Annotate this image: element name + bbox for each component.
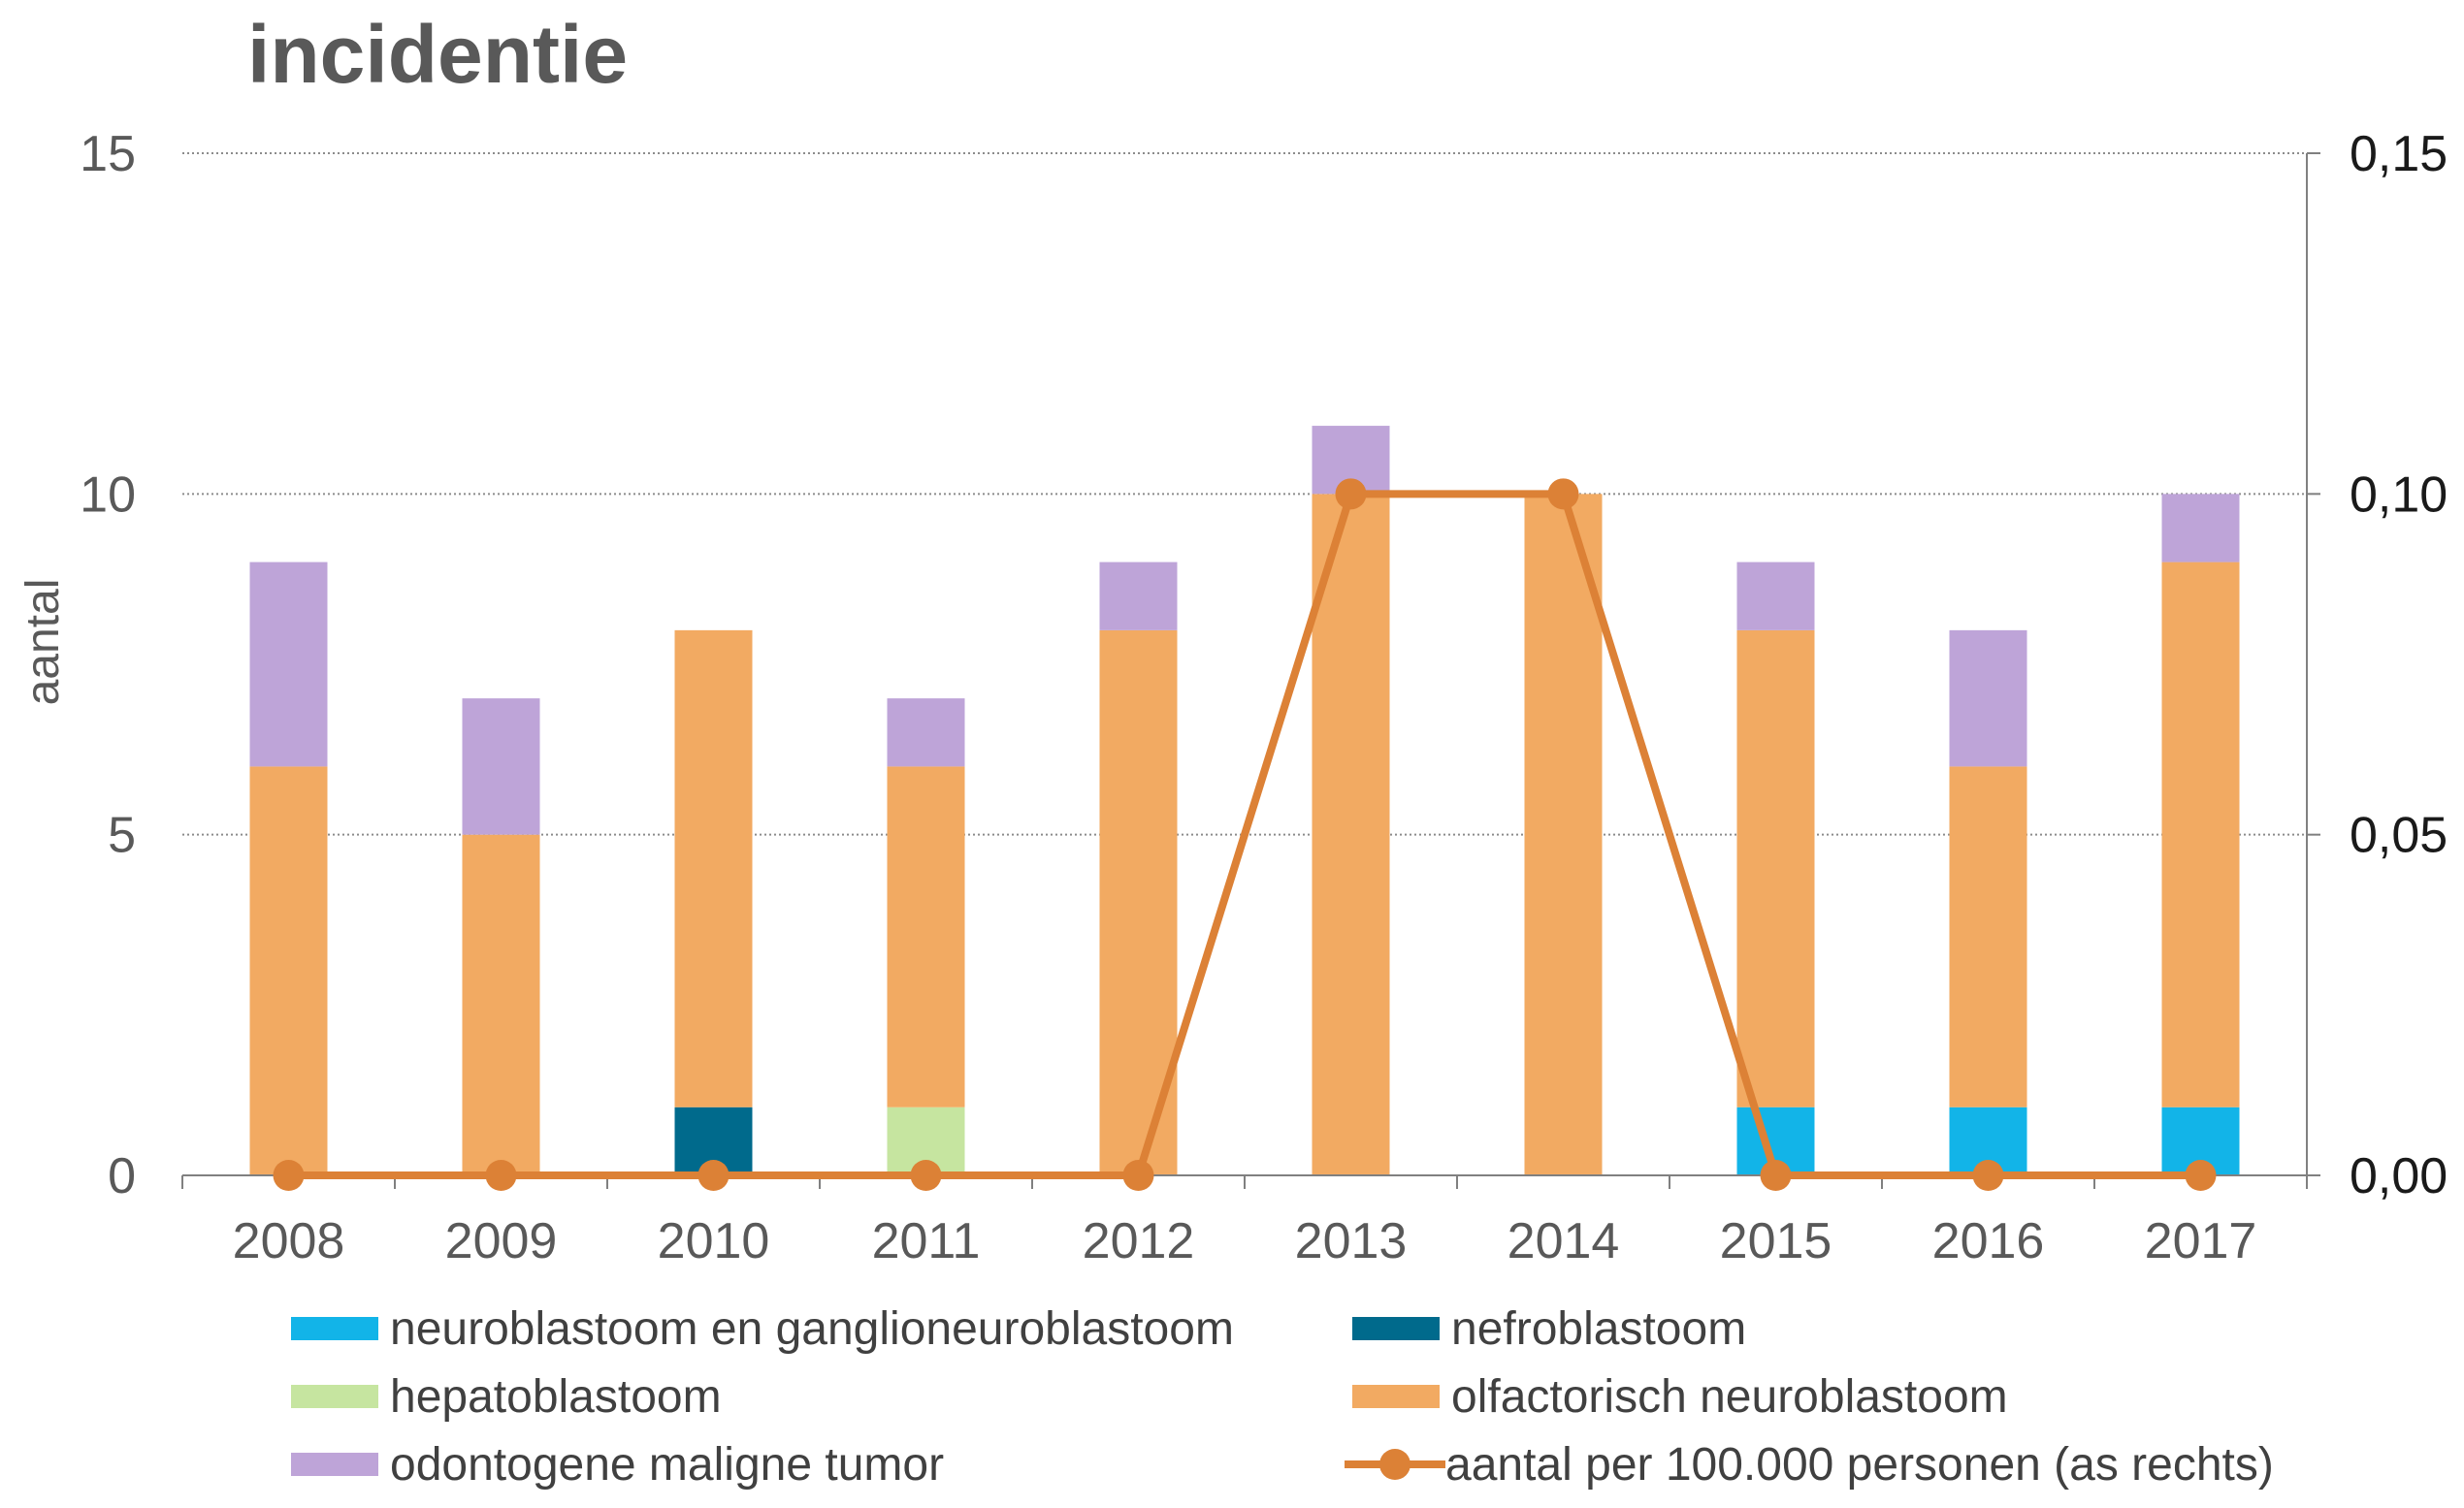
legend-label: olfactorisch neuroblastoom (1451, 1370, 2008, 1423)
x-tick-label: 2017 (2145, 1213, 2257, 1269)
y2-tick-label: 0,05 (2350, 808, 2448, 864)
x-tick-label: 2009 (445, 1213, 558, 1269)
line-point (1335, 478, 1367, 510)
x-tick-label: 2010 (658, 1213, 770, 1269)
line-point (2185, 1160, 2217, 1191)
line-point (910, 1160, 942, 1191)
y2-tick-labels: 0,00 0,05 0,10 0,15 (2350, 126, 2448, 1204)
bar-segment (887, 766, 965, 1107)
y-tick-label: 5 (108, 808, 136, 864)
line-point (273, 1160, 305, 1191)
bars (249, 426, 2240, 1175)
legend-swatch (1352, 1385, 1440, 1408)
line-point (697, 1160, 729, 1191)
y2-tick-label: 0,00 (2350, 1148, 2448, 1204)
x-tick-label: 2015 (1720, 1213, 1832, 1269)
bar-segment (1524, 494, 1603, 1175)
legend-label: hepatoblastoom (390, 1370, 722, 1423)
x-tick-label: 2014 (1508, 1213, 1620, 1269)
bar-segment (462, 698, 540, 835)
bar-segment (1949, 766, 2027, 1107)
y2-tick-label: 0,15 (2350, 126, 2448, 182)
bar-segment (249, 561, 328, 767)
legend-label: aantal per 100.000 personen (as rechts) (1445, 1438, 2274, 1491)
y-tick-label: 0 (108, 1148, 136, 1204)
line-point (1760, 1160, 1792, 1191)
y2-tick-label: 0,10 (2350, 466, 2448, 523)
bar-segment (1949, 629, 2027, 767)
x-tick-labels: 2008 2009 2010 2011 2012 2013 2014 2015 2016 2017 (233, 1213, 2257, 1269)
chart-title: incidentie (247, 9, 629, 100)
legend-swatch (291, 1317, 378, 1340)
bar-segment (674, 629, 753, 1107)
legend-label: odontogene maligne tumor (390, 1438, 945, 1491)
x-tick-label: 2012 (1083, 1213, 1195, 1269)
legend-label: neuroblastoom en ganglioneuroblastoom (390, 1302, 1234, 1355)
bar-segment (1736, 629, 1815, 1107)
bar-segment (249, 766, 328, 1175)
x-tick-label: 2016 (1932, 1213, 2045, 1269)
legend-item: hepatoblastoom (291, 1363, 722, 1430)
legend-item: aantal per 100.000 personen (as rechts) (1345, 1430, 2274, 1498)
y-tick-label: 15 (80, 126, 136, 182)
line-point (1547, 478, 1579, 510)
legend-item: nefroblastoom (1352, 1295, 1746, 1363)
bar-segment (1099, 561, 1178, 630)
line-point (1972, 1160, 2004, 1191)
y-tick-label: 10 (80, 466, 136, 523)
legend-swatch (1352, 1317, 1440, 1340)
bar-segment (462, 834, 540, 1175)
legend: neuroblastoom en ganglioneuroblastoom nef… (291, 1295, 2445, 1498)
bar-segment (2161, 561, 2240, 1107)
y-axis-label: aantal (17, 579, 69, 706)
legend-line-swatch (1345, 1445, 1445, 1484)
legend-swatch (291, 1385, 378, 1408)
x-tick-label: 2011 (872, 1213, 981, 1269)
legend-item: odontogene maligne tumor (291, 1430, 944, 1498)
bar-segment (887, 698, 965, 767)
bar-segment (2161, 494, 2240, 562)
y-tick-labels: 0 5 10 15 (80, 126, 136, 1204)
bar-segment (1736, 561, 1815, 630)
legend-item: olfactorisch neuroblastoom (1352, 1363, 2008, 1430)
line-path (288, 490, 2201, 1179)
line-point (485, 1160, 517, 1191)
x-tick-label: 2013 (1295, 1213, 1408, 1269)
line-series (273, 478, 2217, 1191)
legend-item: neuroblastoom en ganglioneuroblastoom (291, 1295, 1234, 1363)
line-point (1122, 1160, 1154, 1191)
bar-segment (1312, 494, 1390, 1175)
legend-label: nefroblastoom (1451, 1302, 1747, 1355)
legend-swatch (291, 1453, 378, 1476)
x-tick-label: 2008 (233, 1213, 345, 1269)
